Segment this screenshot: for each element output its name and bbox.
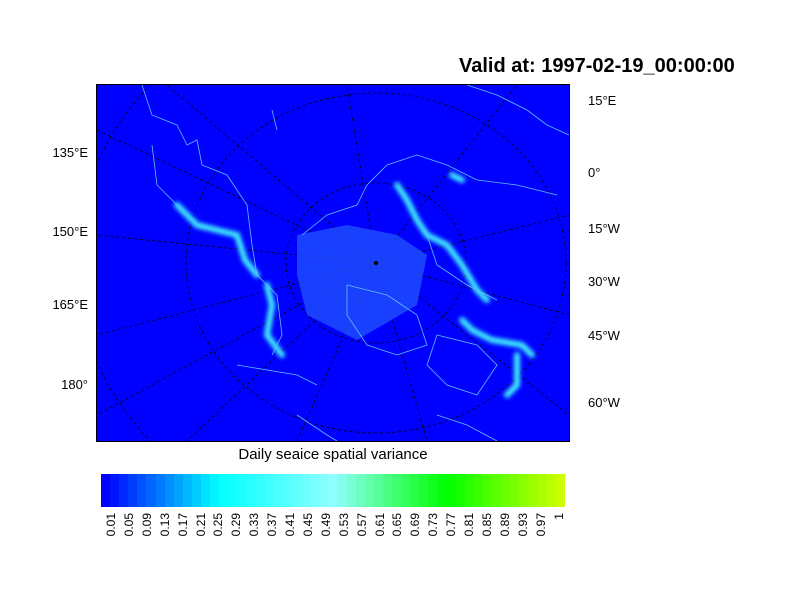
colorbar-box (255, 474, 265, 507)
colorbar-box (210, 474, 220, 507)
colorbar-tick-label: 0.97 (533, 513, 548, 537)
colorbar-box (146, 474, 156, 507)
colorbar-box (373, 474, 383, 507)
colorbar-box (501, 474, 511, 507)
colorbar-tick-label: 0.29 (229, 513, 244, 537)
colorbar-tick-label: 0.73 (426, 513, 441, 537)
colorbar-tick-label: 0.05 (121, 513, 136, 537)
colorbar-box (482, 474, 493, 507)
colorbar (101, 474, 565, 507)
colorbar-box (392, 474, 402, 507)
colorbar-box (282, 474, 292, 507)
colorbar-tick-label: 0.33 (247, 513, 262, 537)
colorbar-box (246, 474, 256, 507)
colorbar-box (173, 474, 183, 507)
colorbar-box (546, 474, 556, 507)
colorbar-box (455, 474, 465, 507)
colorbar-tick-label: 0.61 (372, 513, 387, 537)
colorbar-tick-label: 0.37 (265, 513, 280, 537)
right-lon-label: 30°W (588, 274, 620, 289)
colorbar-tick-label: 0.65 (390, 513, 405, 537)
colorbar-box (219, 474, 229, 507)
colorbar-box (355, 474, 365, 507)
ice-region (297, 225, 427, 340)
north-pole-marker (374, 261, 378, 265)
colorbar-box (191, 474, 202, 507)
right-lon-label: 45°W (588, 328, 620, 343)
colorbar-tick-label: 0.01 (104, 513, 118, 537)
colorbar-box (264, 474, 274, 507)
right-lon-label: 15°E (588, 93, 617, 108)
left-lon-label: 150°E (52, 224, 88, 239)
colorbar-tick-label: 0.17 (175, 513, 190, 537)
colorbar-box (110, 474, 120, 507)
ice-edge (174, 172, 535, 398)
colorbar-box (410, 474, 420, 507)
right-lon-label: 15°W (588, 221, 620, 236)
colorbar-tick-label: 0.21 (193, 513, 208, 537)
colorbar-box (201, 474, 211, 507)
coastlines (141, 84, 570, 442)
colorbar-box (237, 474, 247, 507)
map-canvas (75, 0, 677, 534)
colorbar-tick-label: 1 (551, 513, 566, 520)
map-panel (75, 0, 677, 534)
colorbar-tick-label: 0.57 (354, 513, 369, 537)
colorbar-box (437, 474, 447, 507)
colorbar-box (301, 474, 311, 507)
colorbar-box (291, 474, 302, 507)
colorbar-tick-label: 0.85 (479, 513, 494, 537)
left-lon-label: 180° (61, 377, 88, 392)
colorbar-box (555, 474, 565, 507)
colorbar-box (101, 474, 111, 507)
colorbar-box (319, 474, 329, 507)
colorbar-box (119, 474, 129, 507)
colorbar-box (492, 474, 502, 507)
colorbar-box (510, 474, 520, 507)
colorbar-box (137, 474, 147, 507)
colorbar-title: Daily seaice spatial variance (238, 446, 428, 463)
colorbar-tick-label: 0.45 (300, 513, 315, 537)
colorbar-tick-label: 0.81 (462, 513, 476, 537)
colorbar-box (337, 474, 347, 507)
right-lon-label: 60°W (588, 395, 620, 410)
colorbar-box (446, 474, 456, 507)
colorbar-box (164, 474, 174, 507)
colorbar-tick-label: 0.13 (157, 513, 172, 537)
left-lon-label: 165°E (52, 297, 88, 312)
colorbar-box (473, 474, 483, 507)
colorbar-tick-label: 0.53 (336, 513, 351, 537)
colorbar-box (519, 474, 529, 507)
valid-time-title: Valid at: 1997-02-19_00:00:00 (459, 55, 735, 77)
colorbar-box (464, 474, 474, 507)
colorbar-box (346, 474, 356, 507)
colorbar-box (528, 474, 538, 507)
colorbar-tick-label: 0.09 (139, 513, 154, 537)
colorbar-box (428, 474, 438, 507)
colorbar-tick-label: 0.89 (497, 513, 512, 537)
colorbar-box (328, 474, 338, 507)
colorbar-box (155, 474, 165, 507)
colorbar-box (419, 474, 429, 507)
colorbar-tick-label: 0.49 (318, 513, 333, 537)
colorbar-tick-label: 0.25 (211, 513, 226, 537)
colorbar-tick-label: 0.93 (515, 513, 530, 537)
colorbar-tick-label: 0.77 (444, 513, 459, 537)
colorbar-box (310, 474, 320, 507)
colorbar-box (273, 474, 283, 507)
colorbar-box (537, 474, 547, 507)
left-lon-label: 135°E (52, 145, 88, 160)
colorbar-box (382, 474, 392, 507)
colorbar-box (182, 474, 192, 507)
colorbar-box (228, 474, 238, 507)
colorbar-box (364, 474, 374, 507)
colorbar-tick-label: 0.69 (408, 513, 423, 537)
right-lon-label: 0° (588, 165, 601, 180)
colorbar-tick-label: 0.41 (283, 513, 297, 537)
colorbar-box (128, 474, 138, 507)
colorbar-box (401, 474, 411, 507)
